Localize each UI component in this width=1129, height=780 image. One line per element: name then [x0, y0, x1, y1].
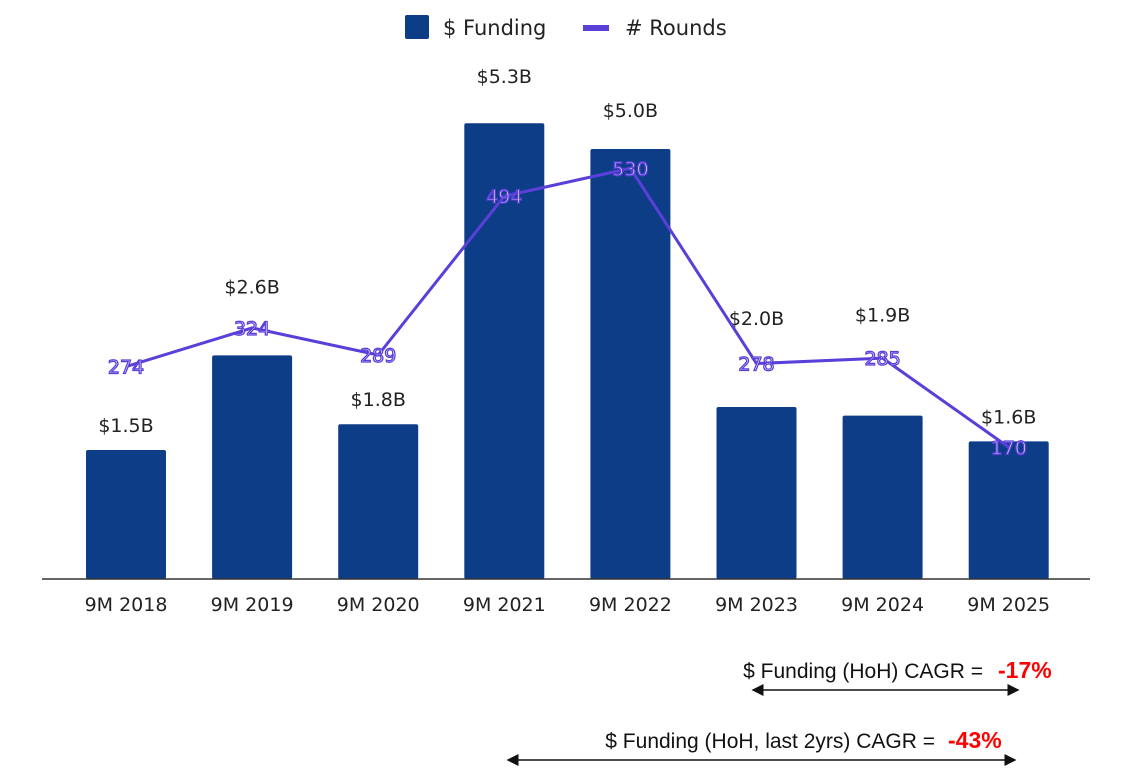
x-tick-label: 9M 2024 [841, 594, 924, 616]
bar-funding [338, 424, 419, 579]
bar-data-label: $5.3B [477, 66, 532, 88]
x-tick-label: 9M 2019 [211, 594, 294, 616]
x-tick-label: 9M 2020 [337, 594, 420, 616]
x-tick-label: 9M 2022 [589, 594, 672, 616]
bar-data-label: $5.0B [603, 100, 658, 122]
rounds-data-label: 289 [360, 345, 396, 367]
x-tick-label: 9M 2018 [85, 594, 168, 616]
x-tick-label: 9M 2025 [967, 594, 1050, 616]
bar-funding [716, 407, 797, 579]
bar-funding [590, 149, 671, 579]
bar-funding [212, 355, 293, 579]
bar-data-label: $1.5B [98, 415, 153, 437]
rounds-line [125, 166, 1010, 449]
bar-funding [464, 123, 545, 579]
rounds-data-label: 170 [991, 437, 1027, 459]
legend: $ Funding # Rounds [405, 15, 727, 40]
rounds-data-label: 494 [486, 186, 522, 208]
cagr-annotation-label: $ Funding (HoH) CAGR = [743, 660, 983, 683]
rounds-data-label: 324 [234, 318, 270, 340]
x-tick-label: 9M 2023 [715, 594, 798, 616]
bar-funding [842, 415, 923, 579]
cagr-annotation-value: -17% [998, 657, 1052, 683]
legend-label-rounds: # Rounds [625, 16, 727, 40]
rounds-data-label: 530 [612, 158, 648, 180]
bar-data-label: $2.0B [729, 308, 784, 330]
legend-label-funding: $ Funding [443, 16, 546, 40]
bar-data-label: $1.6B [981, 406, 1036, 428]
bar-data-label: $2.6B [224, 276, 279, 298]
bar-data-label: $1.9B [855, 305, 910, 327]
x-tick-label: 9M 2021 [463, 594, 546, 616]
legend-swatch-rounds [583, 25, 609, 31]
rounds-data-label: 285 [864, 348, 900, 370]
bar-data-label: $1.8B [351, 389, 406, 411]
rounds-data-label: 278 [738, 354, 774, 376]
bar-funding [968, 441, 1049, 579]
cagr-annotation-label: $ Funding (HoH, last 2yrs) CAGR = [605, 730, 935, 753]
cagr-annotation-value: -43% [948, 727, 1002, 753]
legend-swatch-funding [405, 15, 429, 39]
rounds-data-label: 274 [108, 357, 144, 379]
bar-funding [86, 450, 166, 579]
